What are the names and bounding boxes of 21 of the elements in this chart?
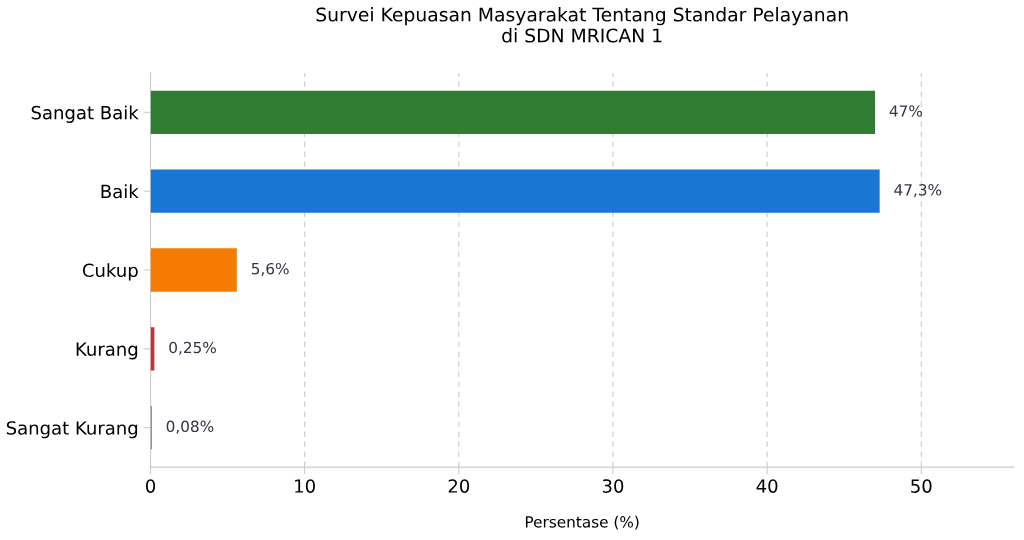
x-tick-label: 20 [448,479,470,493]
bar [150,248,237,292]
y-tick-label: Sangat Baik [31,105,139,123]
x-tick-label: 0 [145,479,156,493]
data-label: 5,6% [251,262,289,276]
bar [150,90,876,134]
data-label: 0,25% [169,341,216,355]
x-tick-label: 40 [756,479,778,493]
x-tick-label: 30 [602,479,624,493]
y-tick-label: Sangat Kurang [6,421,138,439]
x-tick-label: 50 [911,479,932,493]
data-label: 0,08% [166,420,214,434]
chart-title: Survei Kepuasan Masyarakat Tentang Standar Pelayanan di SDN MRICAN 1 [316,7,848,43]
x-axis-title: Persentase (%) [525,515,639,530]
x-tick-label: 10 [295,479,315,493]
y-tick-label: Baik [101,184,139,199]
y-tick-label: Cukup [82,263,138,281]
bar [150,169,880,213]
y-tick-label: Kurang [76,342,138,360]
data-label: 47,3% [894,184,942,198]
data-label: 47% [889,105,923,117]
